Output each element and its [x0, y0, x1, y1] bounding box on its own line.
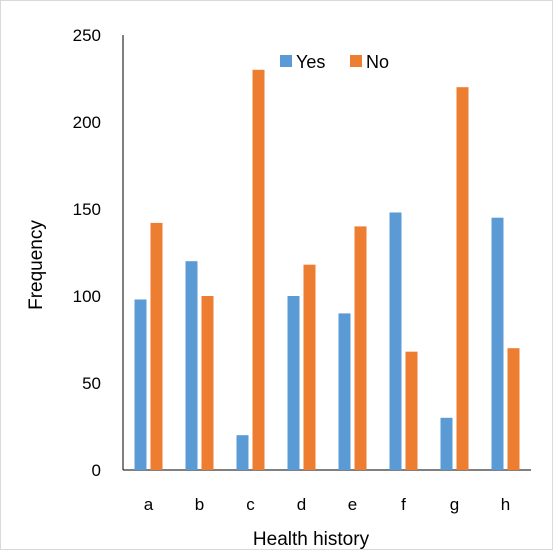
x-tick-label: f — [401, 495, 406, 514]
bar-group-d — [287, 264, 316, 470]
x-tick-label: d — [297, 495, 306, 514]
legend-item-yes: Yes — [280, 52, 325, 72]
y-tick-label: 150 — [73, 200, 101, 219]
bar-yes-h — [491, 217, 504, 470]
bar-yes-e — [338, 313, 351, 470]
bar-no-a — [150, 222, 163, 470]
x-tick-label: e — [348, 495, 357, 514]
x-tick-labels: a b c d e f g h — [144, 495, 510, 514]
bar-yes-d — [287, 296, 300, 470]
x-tick-label: h — [501, 495, 510, 514]
x-tick-label: g — [450, 495, 459, 514]
legend-swatch — [280, 55, 292, 67]
bar-no-e — [354, 226, 367, 470]
legend-label: Yes — [296, 52, 325, 72]
bar-group-g — [440, 87, 469, 470]
x-tick-label: c — [246, 495, 255, 514]
bar-no-h — [507, 348, 520, 470]
bar-no-f — [405, 351, 418, 470]
legend-swatch — [350, 55, 362, 67]
y-axis-title: Frequency — [26, 220, 47, 310]
bar-yes-a — [134, 299, 147, 470]
bar-yes-b — [185, 261, 198, 470]
y-tick-label: 50 — [82, 374, 101, 393]
bar-group-h — [491, 217, 520, 470]
x-tick-label: a — [144, 495, 154, 514]
bar-group-f — [389, 212, 418, 471]
bar-yes-f — [389, 212, 402, 471]
x-tick-label: b — [195, 495, 204, 514]
y-tick-label: 200 — [73, 113, 101, 132]
bar-group-e — [338, 226, 367, 470]
y-tick-label: 0 — [92, 461, 101, 480]
bar-no-d — [303, 264, 316, 470]
bars — [134, 69, 520, 471]
x-axis-title: Health history — [253, 529, 370, 550]
bar-yes-g — [440, 417, 453, 470]
bar-group-b — [185, 261, 214, 470]
legend: Yes No — [280, 52, 389, 72]
legend-item-no: No — [350, 52, 389, 72]
bar-no-c — [252, 69, 265, 471]
bar-yes-c — [236, 435, 249, 470]
bar-group-a — [134, 222, 163, 470]
y-tick-labels: 0 50 100 150 200 250 — [73, 26, 101, 480]
y-tick-label: 100 — [73, 287, 101, 306]
bar-no-b — [201, 296, 214, 470]
bar-group-c — [236, 69, 265, 471]
bar-no-g — [456, 87, 469, 470]
legend-label: No — [366, 52, 389, 72]
y-tick-label: 250 — [73, 26, 101, 45]
